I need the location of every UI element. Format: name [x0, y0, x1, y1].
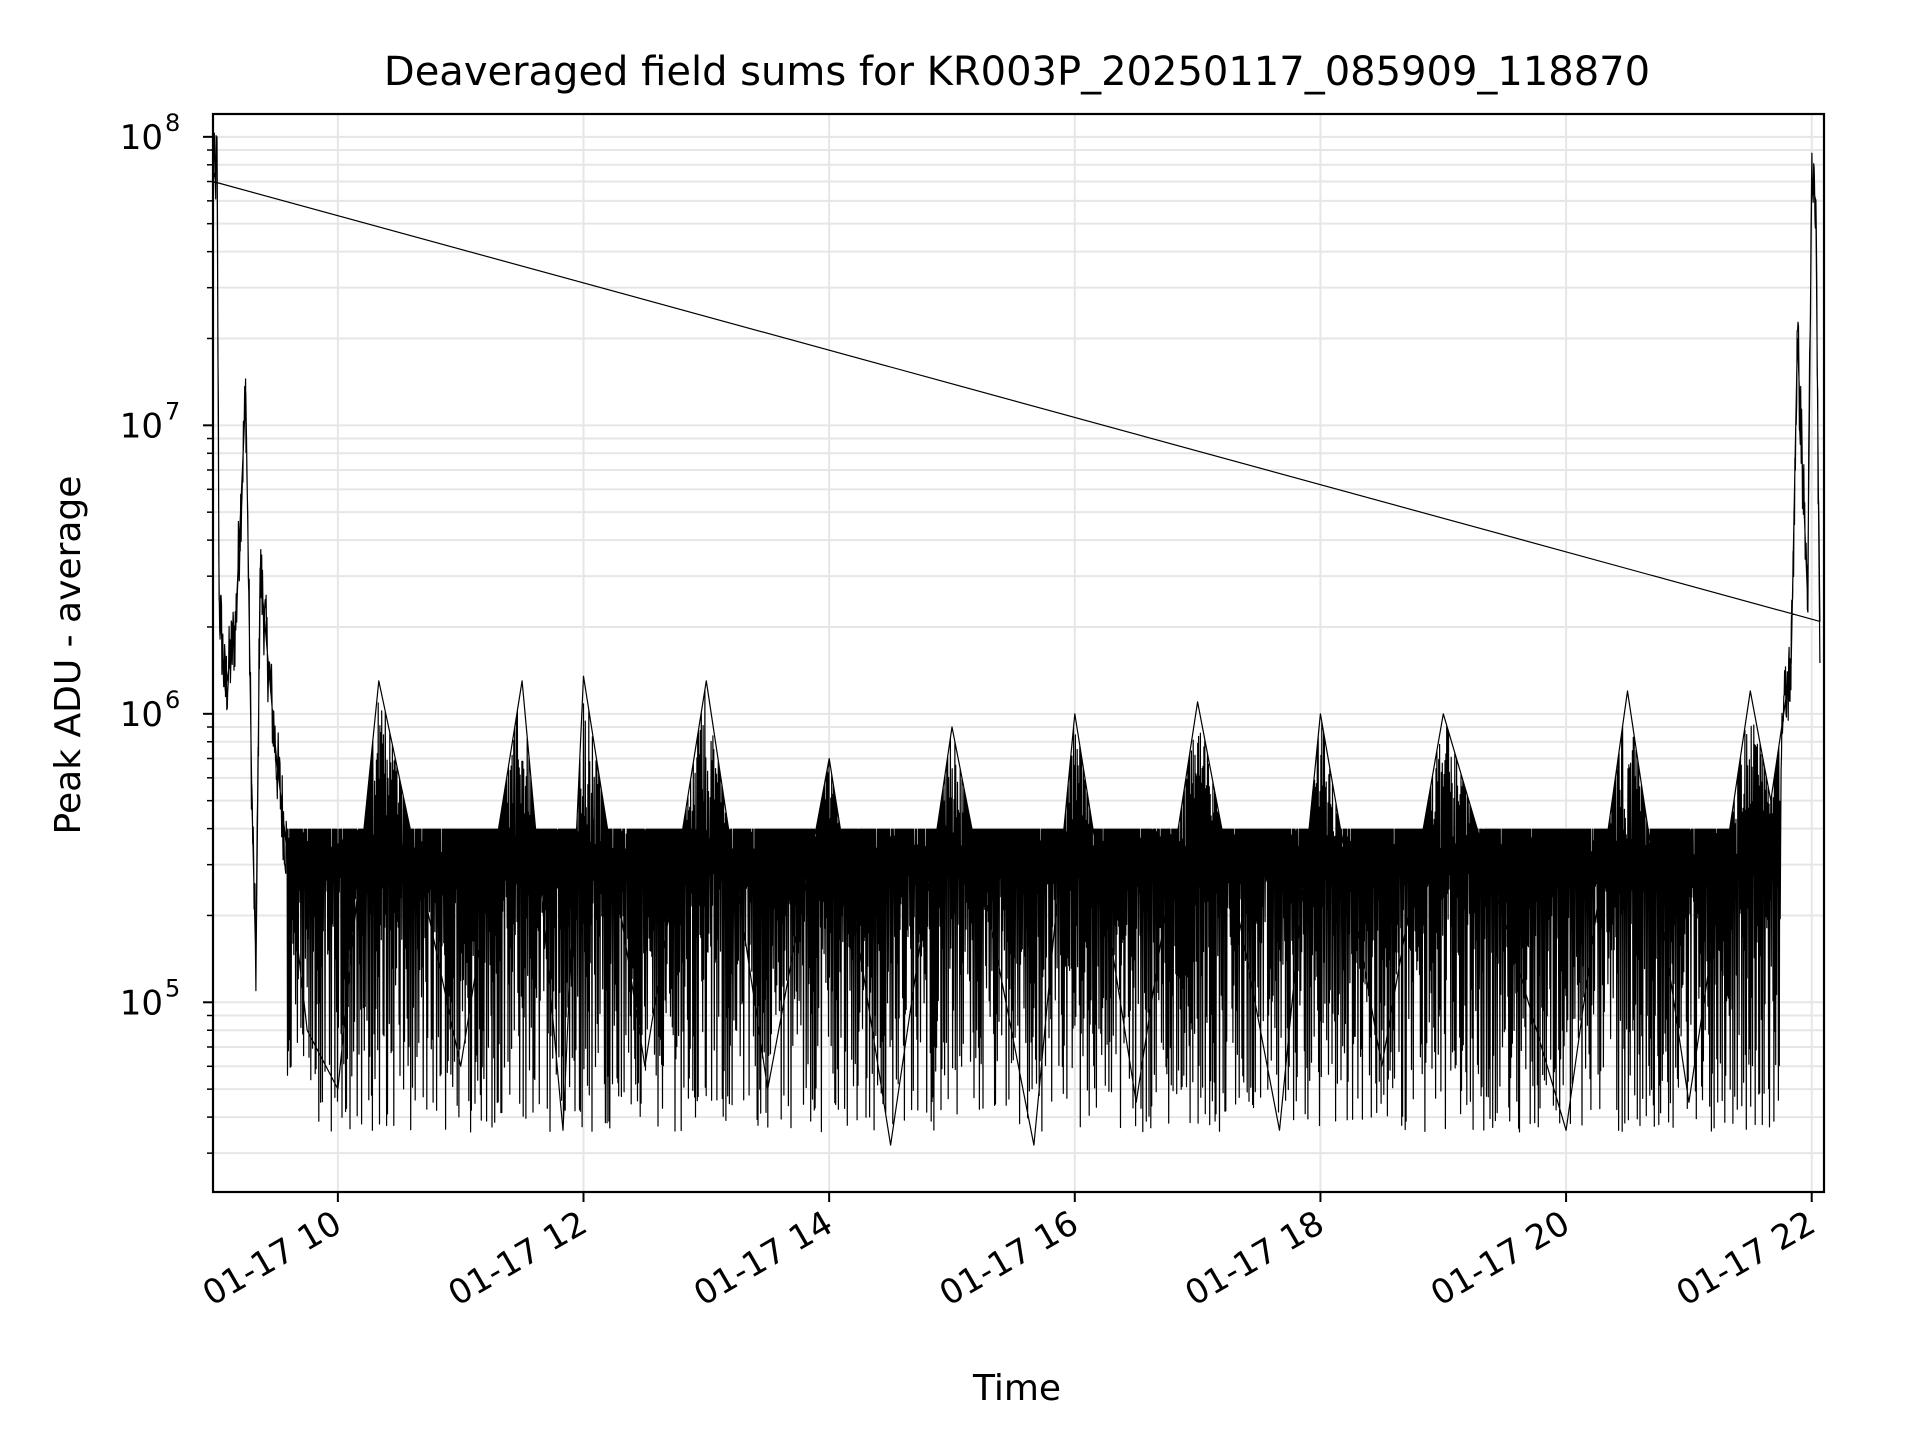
y-tick-label: 10 [120, 118, 163, 158]
y-tick-exponent: 7 [165, 397, 180, 425]
y-tick-label: 10 [120, 695, 163, 735]
y-tick-exponent: 6 [165, 686, 180, 714]
y-axis-label: Peak ADU - average [48, 476, 89, 835]
x-axis-label: Time [972, 1368, 1061, 1409]
chart-title: Deaveraged field sums for KR003P_2025011… [384, 49, 1650, 95]
y-tick-label: 10 [120, 406, 163, 446]
y-tick-exponent: 8 [165, 109, 180, 137]
y-tick-label: 10 [120, 983, 163, 1023]
y-tick-exponent: 5 [165, 974, 180, 1002]
plot-area-frame [211, 112, 1826, 1194]
series-line-group [212, 132, 1821, 1146]
series-line [212, 132, 1821, 1146]
